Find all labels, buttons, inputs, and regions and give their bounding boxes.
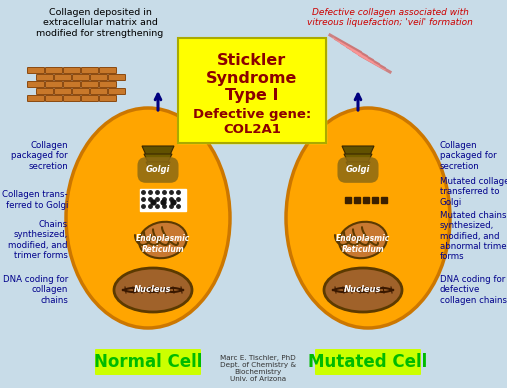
FancyBboxPatch shape — [54, 74, 71, 80]
FancyBboxPatch shape — [99, 81, 117, 88]
Text: Endoplasmic
Reticulum: Endoplasmic Reticulum — [136, 234, 190, 254]
Text: DNA coding for
defective
collagen chains: DNA coding for defective collagen chains — [440, 275, 507, 305]
Text: Collagen deposited in
extracellular matrix and
modified for strengthening: Collagen deposited in extracellular matr… — [37, 8, 164, 38]
Text: Marc E. Tischler, PhD
Dept. of Chemistry &
Biochemistry
Univ. of Arizona: Marc E. Tischler, PhD Dept. of Chemistry… — [220, 355, 296, 382]
FancyBboxPatch shape — [46, 81, 62, 88]
Text: Mutated Cell: Mutated Cell — [308, 353, 427, 371]
Text: Golgi: Golgi — [146, 166, 170, 175]
FancyBboxPatch shape — [108, 74, 126, 80]
FancyBboxPatch shape — [46, 68, 62, 73]
Text: DNA coding for
collagen
chains: DNA coding for collagen chains — [3, 275, 68, 305]
FancyBboxPatch shape — [99, 95, 117, 102]
Text: Nucleus: Nucleus — [344, 286, 382, 294]
Text: Stickler
Syndrome
Type I: Stickler Syndrome Type I — [206, 53, 298, 103]
FancyBboxPatch shape — [63, 81, 81, 88]
Ellipse shape — [324, 268, 402, 312]
Text: Normal Cell: Normal Cell — [94, 353, 202, 371]
Text: Chains
synthesized,
modified, and
trimer forms: Chains synthesized, modified, and trimer… — [9, 220, 68, 260]
FancyBboxPatch shape — [82, 95, 98, 102]
Polygon shape — [142, 146, 174, 155]
FancyBboxPatch shape — [37, 74, 54, 80]
Ellipse shape — [114, 268, 192, 312]
FancyBboxPatch shape — [63, 68, 81, 73]
Polygon shape — [146, 162, 170, 169]
Text: Collagen
packaged for
secretion: Collagen packaged for secretion — [440, 141, 497, 171]
Ellipse shape — [139, 222, 187, 258]
FancyBboxPatch shape — [99, 68, 117, 73]
Text: Collagen trans-
ferred to Golgi: Collagen trans- ferred to Golgi — [3, 190, 68, 210]
Text: Mutated collagen
transferred to
Golgi: Mutated collagen transferred to Golgi — [440, 177, 507, 207]
Ellipse shape — [66, 108, 230, 328]
FancyBboxPatch shape — [46, 95, 62, 102]
FancyBboxPatch shape — [54, 88, 71, 95]
FancyBboxPatch shape — [27, 81, 45, 88]
FancyBboxPatch shape — [91, 74, 107, 80]
FancyBboxPatch shape — [315, 349, 421, 375]
Ellipse shape — [286, 108, 450, 328]
FancyBboxPatch shape — [82, 68, 98, 73]
FancyBboxPatch shape — [27, 68, 45, 73]
FancyBboxPatch shape — [37, 88, 54, 95]
Ellipse shape — [339, 222, 387, 258]
Bar — [178, 38, 326, 143]
FancyBboxPatch shape — [140, 189, 186, 211]
FancyBboxPatch shape — [63, 95, 81, 102]
Text: Mutated chains
synthesized,
modified, and
abnormal trimer
forms: Mutated chains synthesized, modified, an… — [440, 211, 507, 261]
Text: Collagen
packaged for
secretion: Collagen packaged for secretion — [11, 141, 68, 171]
FancyBboxPatch shape — [73, 74, 90, 80]
Polygon shape — [344, 154, 372, 162]
Polygon shape — [346, 162, 370, 169]
FancyBboxPatch shape — [91, 88, 107, 95]
Text: Defective gene:
COL2A1: Defective gene: COL2A1 — [193, 108, 311, 136]
Polygon shape — [144, 154, 172, 162]
FancyBboxPatch shape — [27, 95, 45, 102]
Polygon shape — [342, 146, 374, 155]
Text: Golgi: Golgi — [346, 166, 370, 175]
Bar — [178, 38, 326, 143]
FancyBboxPatch shape — [95, 349, 201, 375]
FancyBboxPatch shape — [82, 81, 98, 88]
FancyBboxPatch shape — [73, 88, 90, 95]
Text: Endoplasmic
Reticulum: Endoplasmic Reticulum — [336, 234, 390, 254]
Text: Defective collagen associated with
vitreous liquefaction; 'veil' formation: Defective collagen associated with vitre… — [307, 8, 473, 28]
Text: Nucleus: Nucleus — [134, 286, 172, 294]
FancyBboxPatch shape — [108, 88, 126, 95]
